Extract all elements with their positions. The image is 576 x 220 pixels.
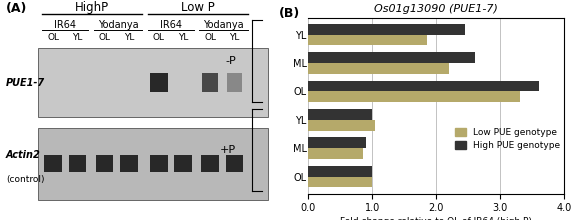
Text: OL: OL: [153, 33, 165, 42]
Text: (control): (control): [6, 175, 44, 184]
Text: IR64: IR64: [160, 20, 182, 30]
Text: OL: OL: [47, 33, 59, 42]
Text: (B): (B): [279, 7, 301, 20]
Bar: [308, 91, 520, 102]
Bar: [308, 148, 363, 159]
Bar: [150, 156, 168, 172]
Bar: [150, 73, 168, 92]
Text: IR64: IR64: [54, 20, 76, 30]
Legend: Low PUE genotype, High PUE genotype: Low PUE genotype, High PUE genotype: [455, 128, 560, 150]
Text: YL: YL: [178, 33, 188, 42]
Text: +P: +P: [220, 145, 236, 155]
Text: OL: OL: [98, 33, 111, 42]
Bar: [38, 128, 268, 200]
Text: YL: YL: [229, 33, 240, 42]
Bar: [96, 156, 113, 172]
Bar: [308, 52, 475, 63]
Text: Yodanya: Yodanya: [203, 20, 244, 30]
Text: OL: OL: [204, 33, 216, 42]
Text: -P: -P: [226, 56, 236, 66]
Text: PUE1-7: PUE1-7: [6, 77, 45, 88]
Bar: [308, 35, 427, 45]
X-axis label: Fold change relative to OL of IR64 (high P): Fold change relative to OL of IR64 (high…: [340, 218, 532, 220]
Text: YL: YL: [73, 33, 83, 42]
Bar: [308, 81, 539, 91]
Bar: [226, 73, 242, 92]
Text: Actin2: Actin2: [6, 150, 40, 160]
Bar: [308, 138, 366, 148]
Bar: [308, 120, 376, 131]
Bar: [202, 156, 219, 172]
Bar: [69, 156, 86, 172]
Bar: [308, 177, 372, 187]
Title: Os01g13090 (PUE1-7): Os01g13090 (PUE1-7): [374, 4, 498, 14]
Bar: [308, 166, 372, 177]
Text: Low P: Low P: [181, 1, 215, 14]
Bar: [202, 73, 218, 92]
Text: Yodanya: Yodanya: [98, 20, 138, 30]
Text: HighP: HighP: [75, 1, 109, 14]
Bar: [226, 156, 243, 172]
Bar: [38, 48, 268, 117]
Bar: [44, 156, 62, 172]
Text: (A): (A): [6, 2, 27, 15]
Bar: [175, 156, 192, 172]
Bar: [308, 109, 372, 120]
Bar: [308, 24, 465, 35]
Text: YL: YL: [124, 33, 134, 42]
Bar: [308, 63, 449, 74]
Bar: [120, 156, 138, 172]
